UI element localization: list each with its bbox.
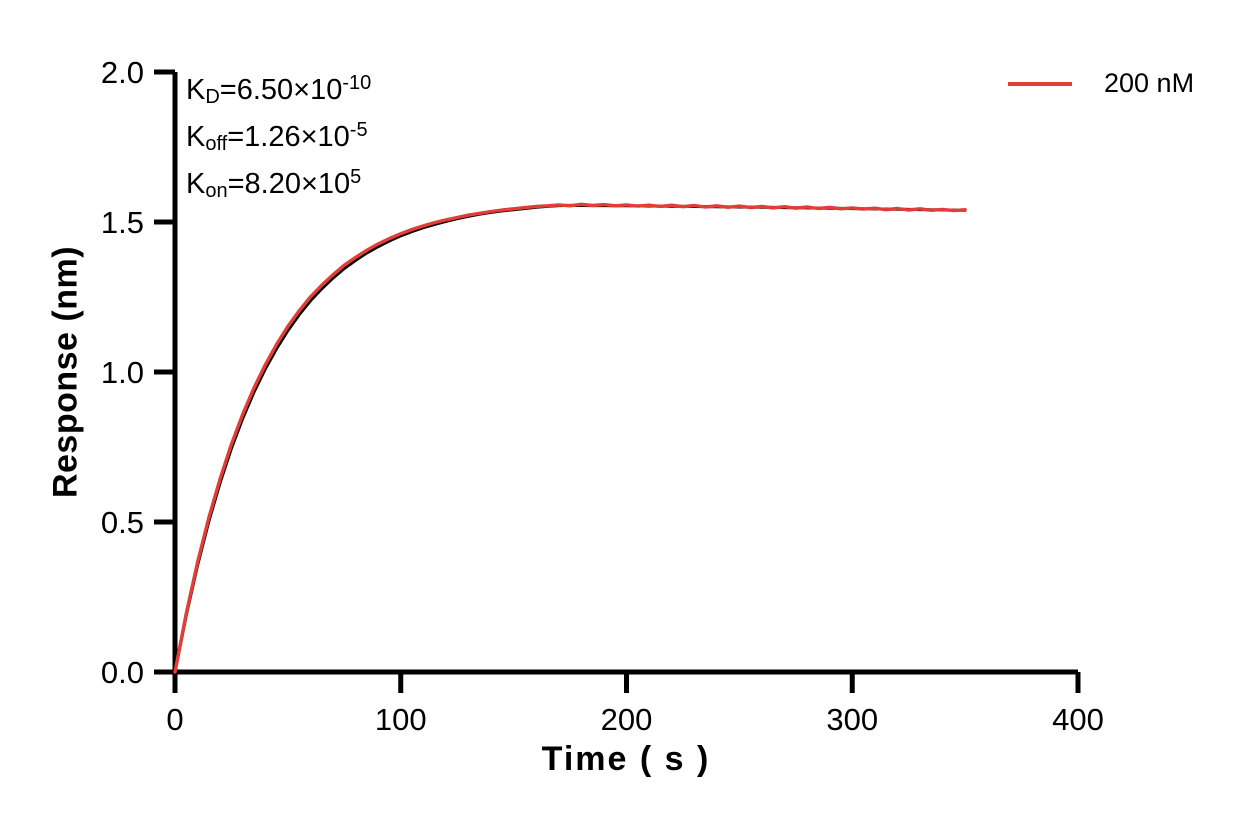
- x-tick-label: 300: [826, 702, 878, 737]
- series-200-nm: [173, 202, 967, 674]
- x-tick-label: 400: [1052, 702, 1104, 737]
- series-1-1-binding-fit: [173, 203, 967, 674]
- kon-value: Kon=8.20×105: [186, 166, 362, 203]
- y-tick-label: 0.0: [101, 655, 144, 690]
- x-axis-title: Time ( s ): [541, 740, 711, 778]
- y-tick-label: 2.0: [101, 55, 144, 90]
- kd-value: KD=6.50×10-10: [186, 72, 372, 109]
- y-tick-label: 0.5: [101, 505, 144, 540]
- y-axis-title: Response (nm): [46, 245, 85, 499]
- x-tick-label: 200: [601, 702, 653, 737]
- kinetics-annotation: KD=6.50×10-10 Koff=1.26×10-5 Kon=8.20×10…: [186, 68, 371, 209]
- legend-line-swatch: [1008, 81, 1072, 86]
- x-tick-label: 0: [166, 702, 183, 737]
- legend-label: 200 nM: [1104, 68, 1195, 98]
- y-tick-label: 1.0: [101, 355, 144, 390]
- legend: 200 nM: [1008, 68, 1194, 99]
- x-tick-label: 100: [375, 702, 427, 737]
- koff-value: Koff=1.26×10-5: [186, 119, 368, 156]
- y-tick-label: 1.5: [101, 205, 144, 240]
